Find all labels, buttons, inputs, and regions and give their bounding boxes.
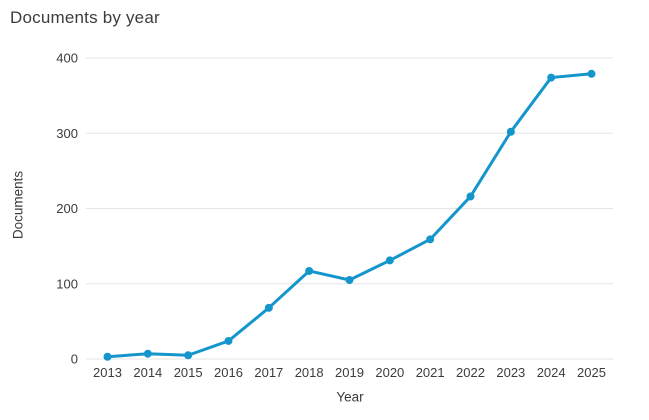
x-tick-label: 2025 (577, 365, 606, 380)
y-tick-label: 0 (71, 352, 78, 367)
y-tick-label: 100 (56, 276, 78, 291)
x-tick-label: 2022 (456, 365, 485, 380)
data-point-2023[interactable] (506, 127, 515, 136)
y-tick-label: 200 (56, 201, 78, 216)
y-tick-label: 300 (56, 126, 78, 141)
x-tick-label: 2015 (174, 365, 203, 380)
x-tick-label: 2018 (295, 365, 324, 380)
data-point-2024[interactable] (547, 73, 556, 82)
documents-series-line (106, 72, 593, 359)
x-tick-label: 2014 (133, 365, 162, 380)
x-tick-label: 2016 (214, 365, 243, 380)
data-point-2017[interactable] (264, 303, 273, 312)
data-point-2015[interactable] (184, 351, 193, 360)
x-tick-label: 2013 (93, 365, 122, 380)
data-point-2014[interactable] (143, 349, 152, 358)
y-tick-label: 400 (56, 51, 78, 66)
x-tick-label: 2020 (375, 365, 404, 380)
x-tick-label: 2021 (416, 365, 445, 380)
data-point-2018[interactable] (305, 266, 314, 275)
x-tick-label: 2024 (537, 365, 566, 380)
data-point-2020[interactable] (385, 256, 394, 265)
data-point-2022[interactable] (466, 192, 475, 201)
chart-title: Documents by year (10, 8, 160, 27)
x-tick-label: 2017 (254, 365, 283, 380)
data-point-2021[interactable] (426, 235, 435, 244)
x-tick-label: 2023 (496, 365, 525, 380)
data-point-2025[interactable] (587, 69, 596, 78)
data-point-2016[interactable] (224, 336, 233, 345)
data-point-2013[interactable] (103, 352, 112, 361)
x-tick-label: 2019 (335, 365, 364, 380)
x-axis-title: Year (336, 389, 364, 405)
data-point-2019[interactable] (345, 275, 354, 284)
